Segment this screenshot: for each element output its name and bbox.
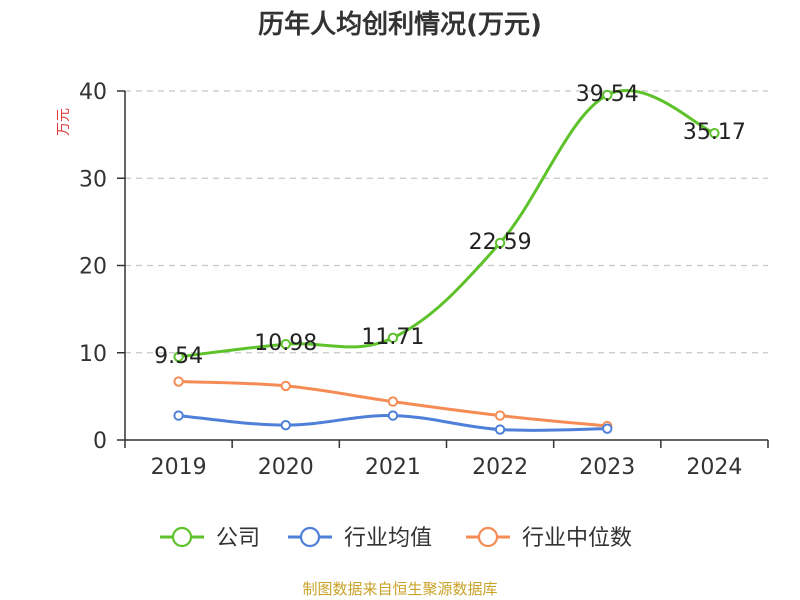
y-tick-label: 30 [79,167,107,192]
data-label: 39.54 [576,82,639,107]
data-point [709,127,720,139]
y-tick-label: 10 [79,342,107,367]
y-axis-label: 万元 [56,108,72,136]
y-tick-label: 40 [79,80,107,105]
data-label: 11.71 [361,325,424,350]
data-point [173,351,184,362]
data-point [494,237,506,249]
x-tick-label: 2020 [258,455,314,480]
legend-label-0: 公司 [216,526,260,551]
series-line-0 [178,89,716,359]
data-point [173,410,184,421]
data-point [387,410,399,421]
x-tick-label: 2022 [472,455,528,480]
data-label: 22.59 [469,230,532,255]
legend-label-1: 行业均值 [344,526,432,551]
data-point [494,424,506,435]
legend-marker-1 [299,526,321,548]
x-tick-label: 2024 [686,455,742,480]
chart-title: 历年人均创利情况(万元) [258,10,542,40]
data-point [387,332,399,344]
data-label: 10.98 [254,331,317,356]
legend-marker-2 [477,526,499,548]
data-point [280,419,291,431]
data-point [602,423,613,434]
data-point [280,338,291,350]
legend-marker-0 [171,526,193,548]
data-point [387,396,399,407]
data-point [173,376,184,387]
data-point [602,89,613,101]
x-tick-label: 2019 [151,455,207,480]
data-label: 35.17 [683,120,746,145]
x-tick-label: 2021 [365,455,421,480]
source-note: 制图数据来自恒生聚源数据库 [302,580,498,598]
y-tick-label: 20 [79,255,107,280]
x-tick-label: 2023 [579,455,635,480]
y-tick-label: 0 [93,429,107,454]
data-point [494,410,506,421]
data-point [280,380,291,392]
data-label: 9.54 [154,344,203,369]
legend-label-2: 行业中位数 [522,526,632,551]
